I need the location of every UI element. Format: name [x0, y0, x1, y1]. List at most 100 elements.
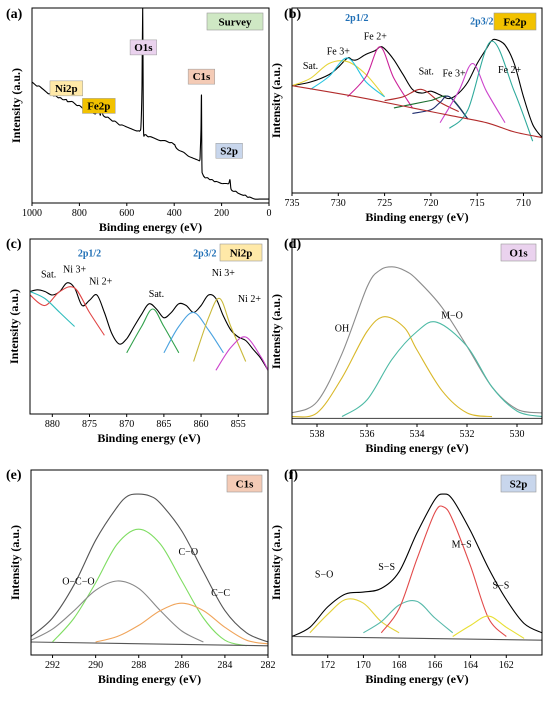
x-tick-label: 292: [45, 660, 60, 671]
series-line-9: [292, 85, 542, 139]
series-line-1: [309, 598, 400, 634]
series-line-4: [163, 311, 224, 354]
plot-frame: [31, 7, 270, 204]
title-box: [226, 474, 263, 493]
x-tick-label: 865: [156, 419, 171, 430]
panel-1: 735 730 725 720 715 710 Binding energy (eV) Int…: [269, 7, 543, 224]
series-group: [292, 493, 542, 641]
peak-annotation: Ni 2+: [89, 277, 113, 288]
series-line-5: [393, 95, 469, 120]
plot-frame: [291, 7, 543, 194]
panel-label: (d): [284, 237, 301, 252]
series-line-1: [52, 528, 247, 647]
x-axis-label: Binding energy (eV): [98, 672, 201, 686]
x-axis-label: Binding energy (eV): [99, 220, 202, 234]
series-group: [292, 38, 542, 142]
x-tick-label: 870: [119, 419, 134, 430]
panel-title: S2p: [510, 479, 528, 491]
peak-annotation: 2p3/2: [470, 17, 493, 28]
panel-title: Fe2p: [503, 17, 526, 29]
series-line-0: [30, 282, 268, 371]
series-line-4: [31, 641, 268, 647]
x-tick-label: 710: [516, 198, 531, 209]
panel-3: 538 536 534 532 530 Binding energy (eV) Intens…: [269, 237, 543, 455]
series-line-0: [292, 38, 542, 138]
x-axis-label: Binding energy (eV): [97, 431, 200, 445]
x-tick-label: 200: [214, 208, 229, 219]
x-tick-label: 530: [510, 429, 525, 440]
x-axis-label: Binding energy (eV): [365, 672, 468, 686]
panel-0: 1000 800 600 400 200 0 Binding energy (eV) Inte…: [6, 7, 272, 234]
y-axis-label: Intensity (a.u.): [7, 289, 21, 364]
series-line-7: [439, 62, 506, 123]
peak-annotation: Ni 3+: [63, 264, 87, 275]
peak-tag-box: [49, 80, 84, 97]
peak-annotation: Sat.: [41, 270, 56, 281]
x-tick-label: 855: [231, 419, 246, 430]
x-tick-label: 600: [119, 208, 134, 219]
series-group: [30, 282, 268, 371]
x-tick-label: 290: [88, 660, 103, 671]
x-tick-label: 162: [499, 660, 514, 671]
panel-2: 880 875 870 865 860 855 Binding energy (eV) Int…: [6, 237, 269, 445]
peak-annotation: M−O: [441, 311, 463, 322]
series-line-3: [347, 46, 413, 109]
x-tick-label: 282: [261, 660, 276, 671]
y-axis-label: Intensity (a.u.): [8, 525, 22, 600]
x-axis-label: Binding energy (eV): [365, 441, 468, 455]
peak-annotation: Fe 3+: [327, 46, 351, 57]
title-box: [219, 243, 263, 262]
x-axis-label: Binding energy (eV): [365, 210, 468, 224]
peak-tag: Ni2p: [55, 83, 78, 95]
panel-title: Survey: [219, 17, 253, 29]
peak-annotation: OH: [335, 324, 349, 335]
panel-5: 172 170 168 166 164 162 Binding energy (eV) Int…: [269, 468, 543, 686]
y-axis-label: Intensity (a.u.): [269, 525, 283, 600]
peak-tag-box: [215, 143, 243, 159]
x-tick-label: 532: [460, 429, 475, 440]
series-line-2: [363, 600, 454, 634]
peak-annotation: 2p1/2: [78, 249, 101, 260]
series-line-1: [292, 60, 386, 98]
peak-annotation: Sat.: [419, 67, 434, 78]
x-tick-label: 715: [470, 198, 485, 209]
series-line-0: [32, 8, 269, 200]
series-group: [31, 493, 268, 647]
x-tick-label: 538: [310, 429, 325, 440]
x-tick-label: 0: [267, 208, 272, 219]
series-line-0: [292, 266, 542, 414]
x-tick-label: 875: [82, 419, 97, 430]
x-tick-label: 534: [410, 429, 425, 440]
panel-label: (f): [284, 468, 298, 483]
x-tick-label: 730: [331, 198, 346, 209]
x-tick-label: 164: [463, 660, 478, 671]
peak-annotation: C−O: [179, 547, 199, 558]
peak-tag: O1s: [134, 42, 153, 54]
y-axis-label: Intensity (a.u.): [269, 294, 283, 369]
panel-label: (b): [284, 7, 301, 22]
panel-title: O1s: [509, 248, 528, 260]
series-group: [292, 266, 542, 419]
series-line-5: [292, 635, 542, 641]
series-line-4: [452, 615, 525, 639]
peak-annotation: Fe 2+: [498, 65, 522, 76]
series-group: [32, 8, 269, 200]
peak-annotation: C−C: [211, 588, 230, 599]
peak-annotation: 2p1/2: [345, 13, 368, 24]
panel-label: (e): [6, 468, 22, 483]
y-axis-label: Intensity (a.u.): [9, 68, 23, 143]
peak-tag: S2p: [220, 145, 238, 157]
x-tick-label: 170: [356, 660, 371, 671]
title-box: [500, 243, 537, 262]
series-line-3: [126, 308, 180, 354]
peak-annotation: 2p3/2: [193, 249, 216, 260]
series-line-6: [215, 336, 268, 371]
peak-annotation: O−C−O: [62, 577, 94, 588]
series-line-2: [31, 580, 204, 643]
series-line-0: [31, 493, 268, 643]
peak-annotation: S−O: [315, 569, 333, 580]
peak-annotation: S−S: [378, 562, 395, 573]
peak-annotation: Ni 3+: [212, 268, 236, 279]
series-line-1: [30, 286, 105, 336]
